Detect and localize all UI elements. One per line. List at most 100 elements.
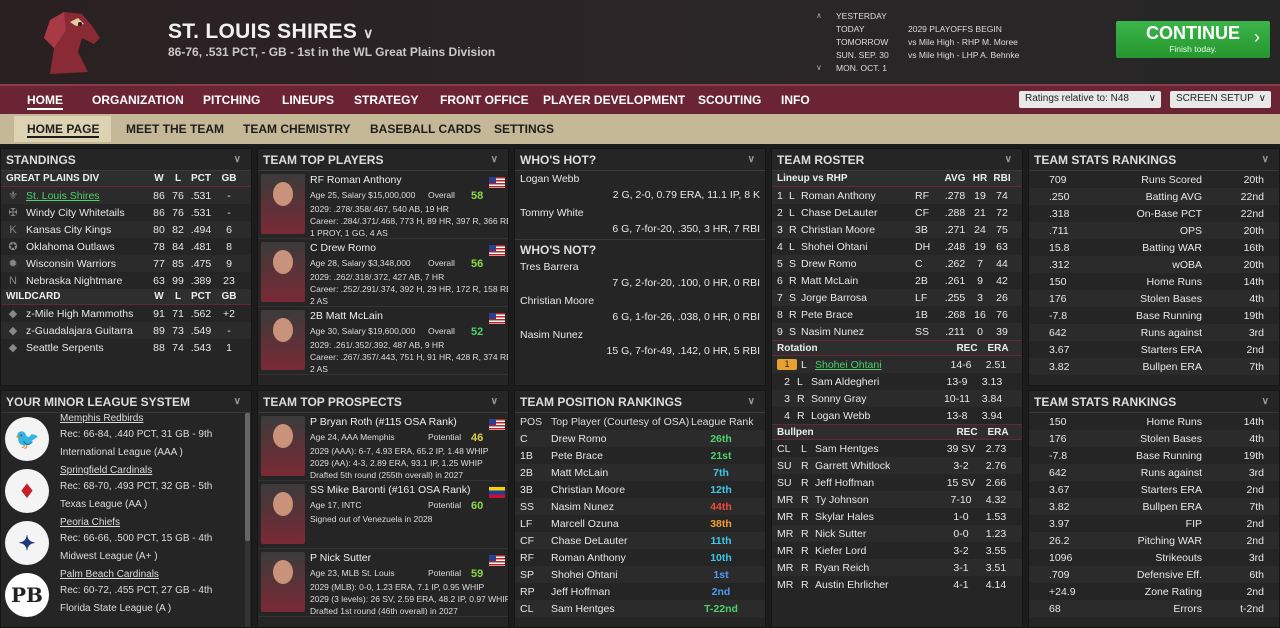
hot-entry[interactable]: Tommy White 6 G, 7-for-20, .350, 3 HR, 7 …: [515, 205, 765, 239]
chevron-down-icon[interactable]: ∨: [747, 154, 755, 165]
player-name[interactable]: SS Mike Baronti (#161 OSA Rank): [310, 484, 471, 496]
schedule-row[interactable]: ∨ MON. OCT. 1: [816, 63, 1106, 76]
minor-team-card[interactable]: 🐦 Memphis Redbirds Rec: 66-84, .440 PCT, 3…: [1, 413, 251, 465]
lineup-row[interactable]: 2 L Chase DeLauter CF .288 21 72: [772, 204, 1022, 221]
position-row[interactable]: 2B Matt McLain 7th: [515, 464, 765, 481]
bullpen-row[interactable]: MR R Skylar Hales 1-0 1.53: [772, 508, 1022, 525]
position-row[interactable]: C Drew Romo 26th: [515, 430, 765, 447]
stat-row[interactable]: 3.82 Bullpen ERA 7th: [1029, 358, 1279, 375]
stat-row[interactable]: 642 Runs against 3rd: [1029, 464, 1279, 481]
player-card[interactable]: P Nick Sutter Age 23, MLB St. Louis Potent…: [258, 549, 508, 617]
chevron-down-icon[interactable]: ∨: [747, 396, 755, 407]
nav-lineups[interactable]: LINEUPS: [282, 93, 335, 107]
player-name[interactable]: P Bryan Roth (#115 OSA Rank): [310, 416, 457, 428]
bullpen-row[interactable]: SU R Jeff Hoffman 15 SV 2.66: [772, 474, 1022, 491]
chevron-down-icon[interactable]: ∨: [233, 396, 241, 407]
stat-row[interactable]: -7.8 Base Running 19th: [1029, 447, 1279, 464]
schedule-row[interactable]: TODAY 2029 PLAYOFFS BEGIN: [836, 24, 1002, 34]
bullpen-row[interactable]: CL L Sam Hentges 39 SV 2.73: [772, 440, 1022, 457]
minor-team-card[interactable]: ♦ Springfield Cardinals Rec: 68-70, .493 P…: [1, 465, 251, 517]
chevron-down-icon[interactable]: ∨: [1004, 154, 1012, 165]
position-row[interactable]: 3B Christian Moore 12th: [515, 481, 765, 498]
standings-row[interactable]: N Nebraska Nightmare 63 99 .389 23: [1, 272, 251, 289]
bullpen-row[interactable]: MR R Austin Ehrlicher 4-1 4.14: [772, 576, 1022, 593]
chevron-down-icon[interactable]: ∨: [490, 154, 498, 165]
stat-row[interactable]: -7.8 Base Running 19th: [1029, 307, 1279, 324]
player-name[interactable]: RF Roman Anthony: [310, 174, 402, 186]
stat-row[interactable]: 15.8 Batting WAR 16th: [1029, 239, 1279, 256]
standings-row[interactable]: K Kansas City Kings 80 82 .494 6: [1, 221, 251, 238]
nav-organization[interactable]: ORGANIZATION: [92, 93, 184, 107]
stat-row[interactable]: .250 Batting AVG 22nd: [1029, 188, 1279, 205]
minor-team-name[interactable]: Memphis Redbirds: [60, 413, 144, 424]
bullpen-row[interactable]: MR R Kiefer Lord 3-2 3.55: [772, 542, 1022, 559]
nav-player-development[interactable]: PLAYER DEVELOPMENT: [543, 93, 686, 107]
stat-row[interactable]: 709 Runs Scored 20th: [1029, 171, 1279, 188]
nav-scouting[interactable]: SCOUTING: [698, 93, 762, 107]
bullpen-row[interactable]: MR R Nick Sutter 0-0 1.23: [772, 525, 1022, 542]
chevron-down-icon[interactable]: ∨: [490, 396, 498, 407]
subnav-meet-the-team[interactable]: MEET THE TEAM: [126, 122, 224, 136]
position-row[interactable]: RF Roman Anthony 10th: [515, 549, 765, 566]
minor-team-card[interactable]: PB Palm Beach Cardinals Rec: 60-72, .455 P…: [1, 569, 251, 621]
lineup-row[interactable]: 8 R Pete Brace 1B .268 16 76: [772, 306, 1022, 323]
stat-row[interactable]: .312 wOBA 20th: [1029, 256, 1279, 273]
position-row[interactable]: SS Nasim Nunez 44th: [515, 498, 765, 515]
chevron-down-icon[interactable]: ∨: [816, 63, 822, 72]
minor-team-card[interactable]: ✦ Peoria Chiefs Rec: 66-66, .500 PCT, 15 G…: [1, 517, 251, 569]
player-card[interactable]: P Bryan Roth (#115 OSA Rank) Age 24, AAA …: [258, 413, 508, 481]
hot-entry[interactable]: Tres Barrera 7 G, 2-for-20, .100, 0 HR, 0…: [515, 259, 765, 293]
minor-team-name[interactable]: Springfield Cardinals: [60, 465, 153, 476]
position-row[interactable]: 1B Pete Brace 21st: [515, 447, 765, 464]
nav-home[interactable]: HOME: [27, 93, 63, 110]
bullpen-row[interactable]: SU R Garrett Whitlock 3-2 2.76: [772, 457, 1022, 474]
nav-front-office[interactable]: FRONT OFFICE: [440, 93, 529, 107]
rotation-row[interactable]: 4 R Logan Webb 13-8 3.94: [772, 407, 1022, 424]
continue-button[interactable]: CONTINUE Finish today. ›: [1116, 21, 1270, 58]
stat-row[interactable]: +24.9 Zone Rating 2nd: [1029, 583, 1279, 600]
position-row[interactable]: CF Chase DeLauter 11th: [515, 532, 765, 549]
lineup-row[interactable]: 5 S Drew Romo C .262 7 44: [772, 255, 1022, 272]
stat-row[interactable]: .711 OPS 20th: [1029, 222, 1279, 239]
position-row[interactable]: RP Jeff Hoffman 2nd: [515, 583, 765, 600]
position-row[interactable]: SP Shohei Ohtani 1st: [515, 566, 765, 583]
subnav-home-page[interactable]: HOME PAGE: [27, 122, 100, 138]
lineup-row[interactable]: 3 R Christian Moore 3B .271 24 75: [772, 221, 1022, 238]
player-name[interactable]: 2B Matt McLain: [310, 310, 383, 322]
chevron-down-icon[interactable]: ∨: [1261, 154, 1269, 165]
nav-strategy[interactable]: STRATEGY: [354, 93, 419, 107]
standings-row[interactable]: ◆ Seattle Serpents 88 74 .543 1: [1, 339, 251, 356]
position-row[interactable]: CL Sam Hentges T-22nd: [515, 600, 765, 617]
stat-row[interactable]: .318 On-Base PCT 22nd: [1029, 205, 1279, 222]
schedule-row[interactable]: ∧ YESTERDAY: [816, 11, 1106, 24]
stat-row[interactable]: 3.67 Starters ERA 2nd: [1029, 481, 1279, 498]
lineup-row[interactable]: 1 L Roman Anthony RF .278 19 74: [772, 187, 1022, 204]
player-card[interactable]: RF Roman Anthony Age 25, Salary $15,000,0…: [258, 171, 508, 239]
schedule-row[interactable]: SUN. SEP. 30 vs Mile High - LHP A. Behnke: [836, 50, 1020, 60]
standings-row[interactable]: ✹ Wisconsin Warriors 77 85 .475 9: [1, 255, 251, 272]
lineup-row[interactable]: 4 L Shohei Ohtani DH .248 19 63: [772, 238, 1022, 255]
subnav-settings[interactable]: SETTINGS: [494, 122, 555, 136]
bullpen-row[interactable]: MR R Ryan Reich 3-1 3.51: [772, 559, 1022, 576]
player-card[interactable]: C Drew Romo Age 28, Salary $3,348,000 Over…: [258, 239, 508, 307]
rotation-row[interactable]: 2 L Sam Aldegheri 13-9 3.13: [772, 373, 1022, 390]
stat-row[interactable]: 3.67 Starters ERA 2nd: [1029, 341, 1279, 358]
stat-row[interactable]: 176 Stolen Bases 4th: [1029, 430, 1279, 447]
schedule-row[interactable]: TOMORROW vs Mile High - RHP M. Moree: [836, 37, 1018, 47]
standings-row[interactable]: ✪ Oklahoma Outlaws 78 84 .481 8: [1, 238, 251, 255]
player-card[interactable]: SS Mike Baronti (#161 OSA Rank) Age 17, I…: [258, 481, 508, 549]
standings-row[interactable]: ✠ Windy City Whitetails 86 76 .531 -: [1, 204, 251, 221]
hot-entry[interactable]: Logan Webb 2 G, 2-0, 0.79 ERA, 11.1 IP, 8…: [515, 171, 765, 205]
position-row[interactable]: LF Marcell Ozuna 38th: [515, 515, 765, 532]
bullpen-row[interactable]: MR R Ty Johnson 7-10 4.32: [772, 491, 1022, 508]
stat-row[interactable]: 176 Stolen Bases 4th: [1029, 290, 1279, 307]
lineup-row[interactable]: 6 R Matt McLain 2B .261 9 42: [772, 272, 1022, 289]
stat-row[interactable]: 68 Errors t-2nd: [1029, 600, 1279, 617]
stat-row[interactable]: 3.97 FIP 2nd: [1029, 515, 1279, 532]
subnav-baseball-cards[interactable]: BASEBALL CARDS: [370, 122, 482, 136]
standings-row[interactable]: ◆ z-Mile High Mammoths 91 71 .562 +2: [1, 305, 251, 322]
chevron-down-icon[interactable]: ∨: [233, 154, 241, 165]
hot-entry[interactable]: Nasim Nunez 15 G, 7-for-49, .142, 0 HR, 5…: [515, 327, 765, 361]
hot-entry[interactable]: Christian Moore 6 G, 1-for-26, .038, 0 HR…: [515, 293, 765, 327]
chevron-down-icon[interactable]: ∨: [1261, 396, 1269, 407]
